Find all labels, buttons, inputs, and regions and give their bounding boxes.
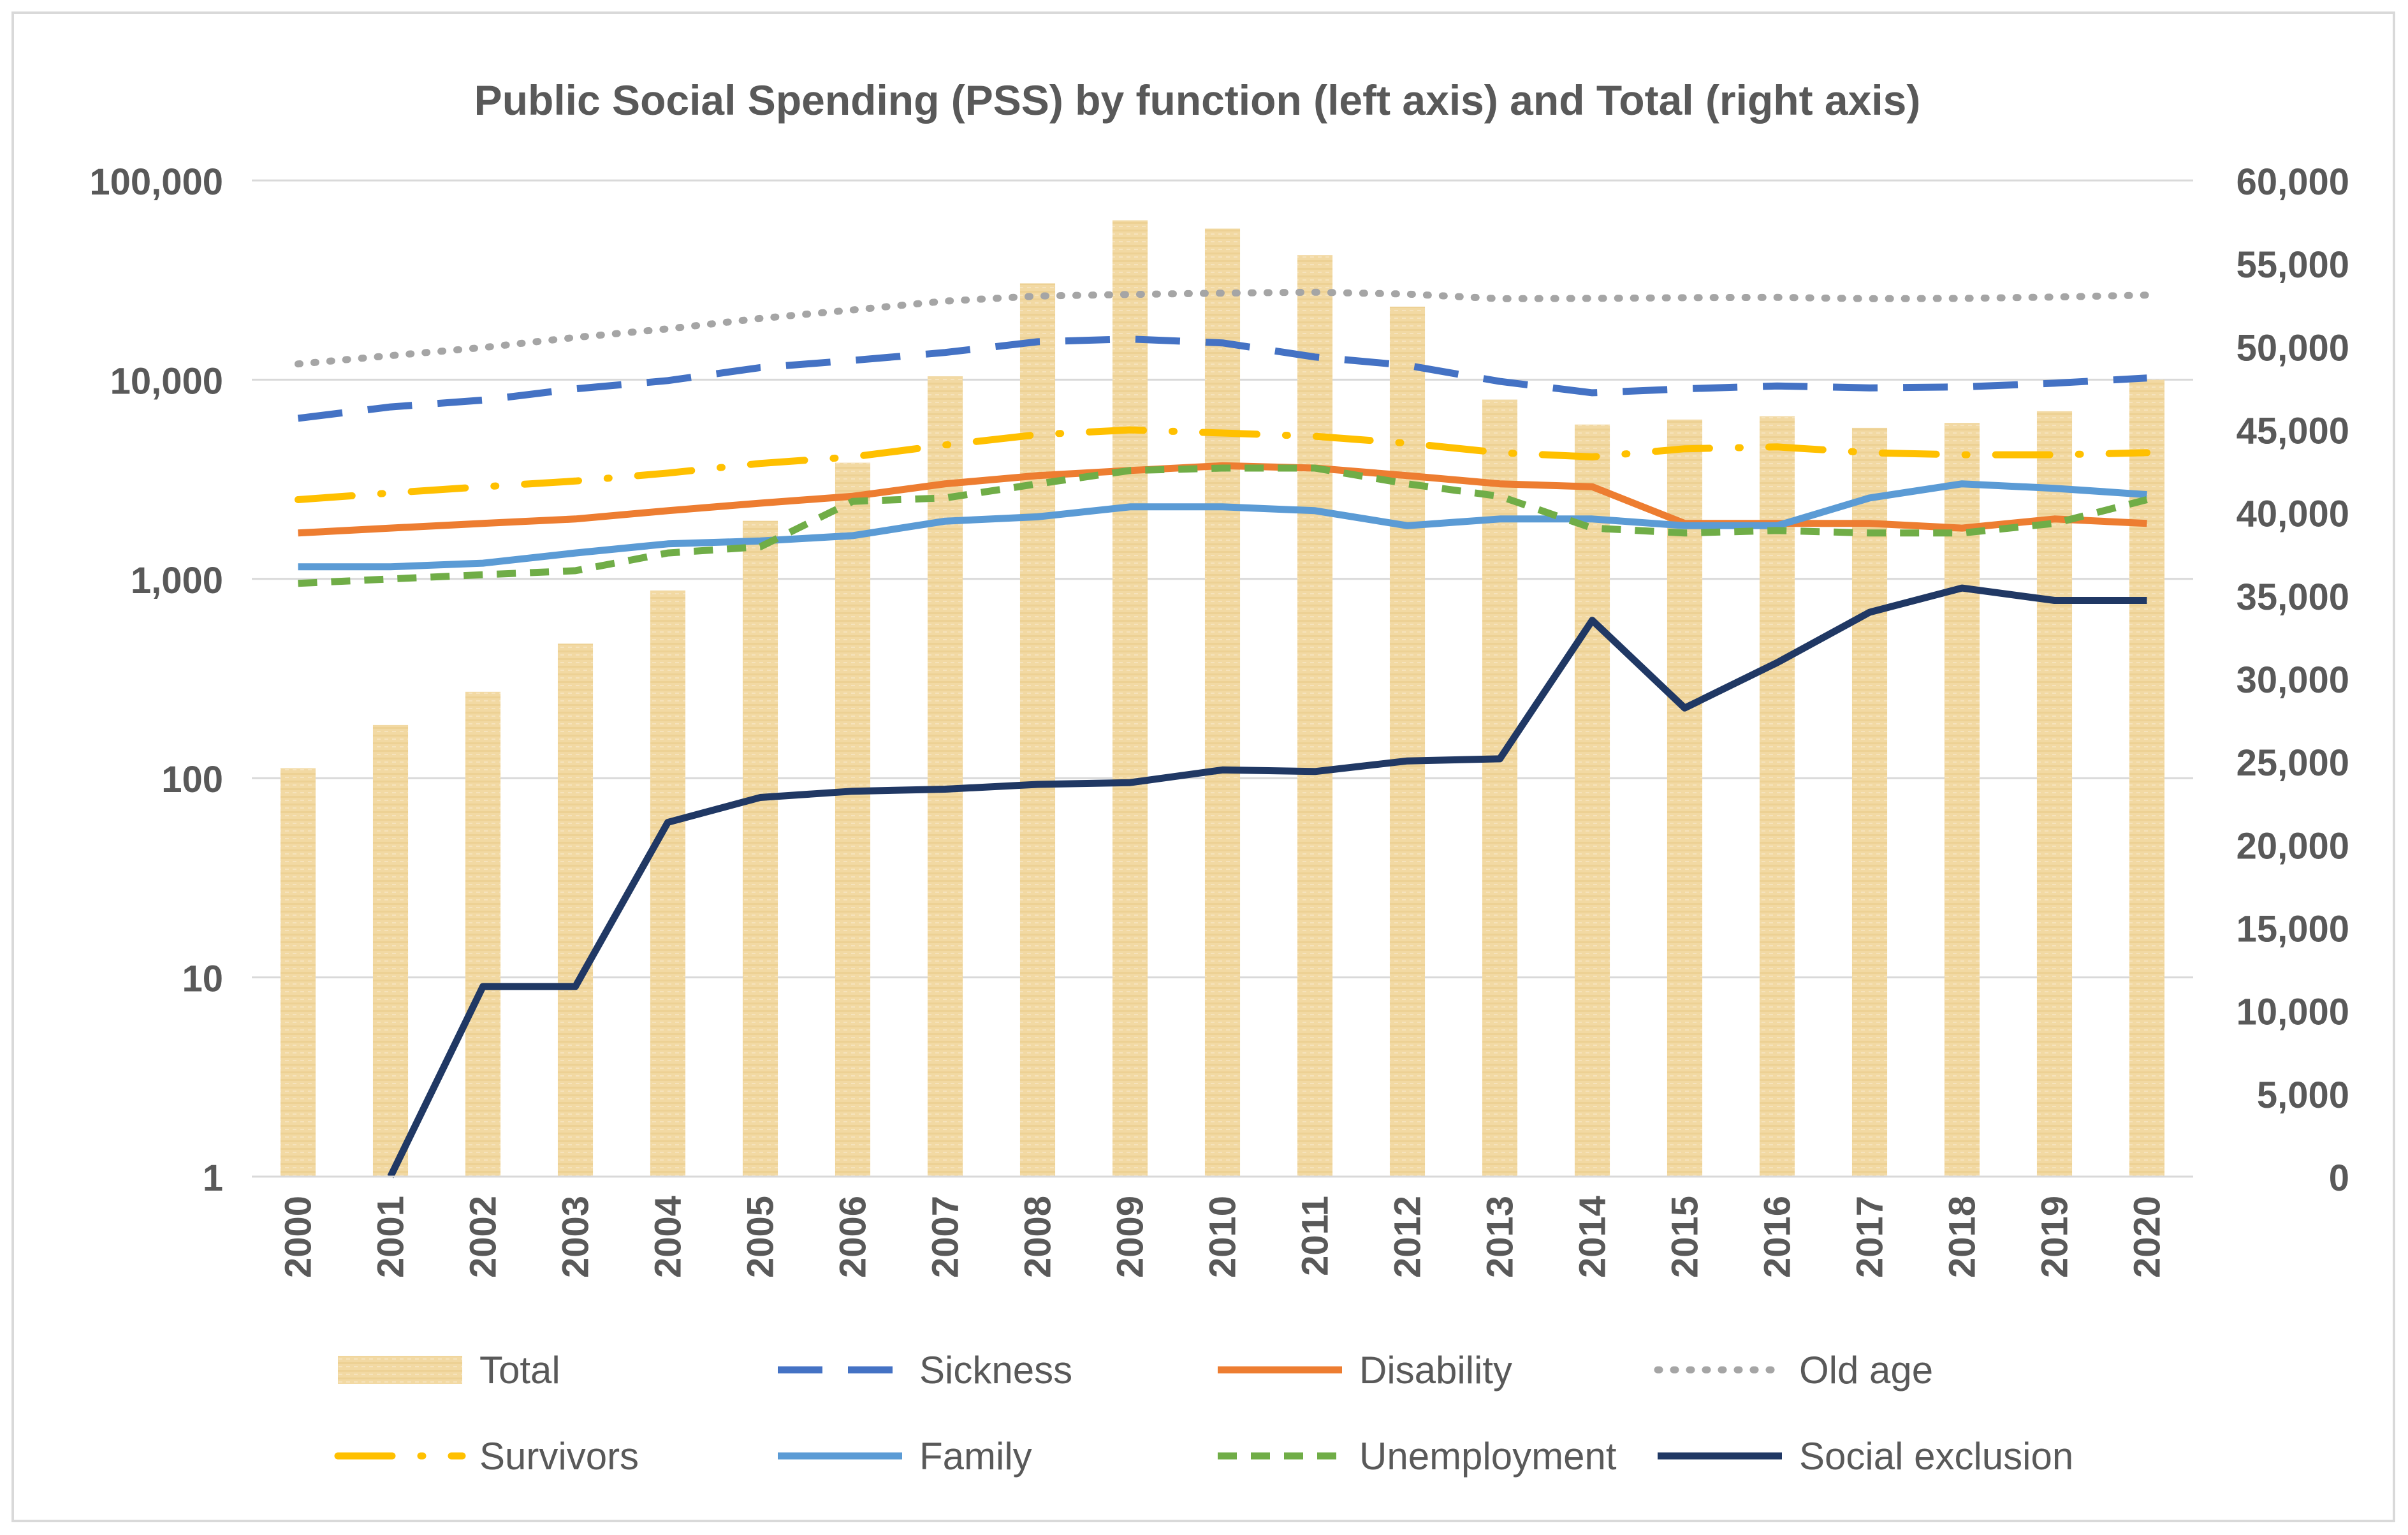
x-tick-label: 2005 [740, 1196, 782, 1278]
right-tick-label: 60,000 [2237, 161, 2349, 203]
right-tick-label: 45,000 [2237, 411, 2349, 452]
legend-swatch-total [338, 1356, 462, 1384]
bars-total [280, 220, 2165, 1177]
right-tick-label: 55,000 [2237, 244, 2349, 286]
legend-label-survivors: Survivors [479, 1435, 639, 1478]
x-tick-label: 2018 [1942, 1196, 1983, 1278]
x-tick-label: 2020 [2127, 1196, 2168, 1278]
x-tick-label: 2012 [1387, 1196, 1429, 1278]
bar-total [927, 376, 963, 1177]
bar-total [280, 768, 316, 1177]
legend-label-disability: Disability [1359, 1349, 1512, 1392]
left-tick-label: 10 [182, 958, 223, 1000]
left-tick-label: 1,000 [131, 560, 223, 601]
bar-total [2036, 411, 2073, 1177]
line-family [298, 480, 2147, 571]
bar-total [835, 462, 871, 1177]
line-sickness [297, 335, 2147, 422]
x-tick-label: 2003 [555, 1196, 597, 1278]
left-tick-label: 1 [203, 1157, 223, 1199]
legend: Total Sickness Disability Old age Survivors F… [334, 1349, 2073, 1478]
x-tick-label: 2013 [1480, 1196, 1521, 1278]
x-tick-label: 2017 [1850, 1196, 1891, 1278]
x-tick-label: 2006 [833, 1196, 874, 1278]
x-tick-label: 2010 [1202, 1196, 1244, 1278]
legend-label-old-age: Old age [1799, 1349, 1933, 1392]
bar-total [650, 591, 686, 1177]
bar-total [1112, 220, 1148, 1177]
right-tick-label: 30,000 [2237, 659, 2349, 701]
line-unemployment [298, 464, 2148, 587]
bar-total [1574, 424, 1610, 1177]
bar-total [2129, 379, 2165, 1177]
right-tick-label: 10,000 [2237, 992, 2349, 1033]
x-tick-label: 2000 [278, 1196, 319, 1278]
x-tick-label: 2011 [1295, 1196, 1336, 1276]
bar-total [1204, 228, 1241, 1177]
line-old-age [295, 288, 2150, 368]
chart-frame [11, 11, 2395, 1522]
right-tick-label: 25,000 [2237, 742, 2349, 784]
x-tick-label: 2015 [1665, 1196, 1706, 1278]
bar-total [372, 724, 409, 1177]
line-survivors [295, 426, 2150, 503]
right-tick-label: 5,000 [2257, 1075, 2349, 1116]
right-tick-label: 20,000 [2237, 825, 2349, 867]
axes: 1 10 100 1,000 10,000 100,000 0 5,000 10,000 15,0… [89, 161, 2349, 1278]
left-tick-label: 10,000 [110, 360, 223, 402]
bar-total [1297, 255, 1333, 1177]
chart-title: Public Social Spending (PSS) by function… [474, 77, 1921, 124]
x-tick-label: 2014 [1572, 1196, 1614, 1278]
x-tick-label: 2008 [1018, 1196, 1059, 1278]
bar-total [1759, 416, 1795, 1177]
bar-total [465, 691, 501, 1177]
x-tick-label: 2002 [463, 1196, 504, 1278]
left-tick-label: 100,000 [89, 161, 223, 203]
right-tick-label: 35,000 [2237, 577, 2349, 618]
legend-label-family: Family [919, 1435, 1032, 1478]
bar-total [1019, 283, 1056, 1177]
right-tick-label: 15,000 [2237, 909, 2349, 950]
line-social-exclusion [387, 584, 2147, 1179]
right-tick-label: 40,000 [2237, 494, 2349, 535]
x-tick-label: 2019 [2034, 1196, 2076, 1278]
bar-total [1851, 427, 1888, 1177]
bar-total [1482, 399, 1518, 1177]
bar-total [742, 520, 778, 1177]
x-tick-label: 2001 [370, 1196, 412, 1278]
bar-total [557, 643, 594, 1177]
bar-total [1667, 419, 1703, 1177]
legend-label-social-exclusion: Social exclusion [1799, 1435, 2073, 1478]
legend-label-sickness: Sickness [919, 1349, 1072, 1392]
x-tick-label: 2009 [1110, 1196, 1151, 1278]
left-tick-label: 100 [161, 759, 223, 800]
bar-total [1389, 306, 1426, 1177]
right-tick-label: 0 [2329, 1157, 2349, 1199]
legend-label-total: Total [479, 1349, 560, 1392]
x-tick-label: 2007 [925, 1196, 967, 1278]
right-tick-label: 50,000 [2237, 327, 2349, 369]
x-tick-label: 2004 [648, 1196, 689, 1278]
bar-total [1944, 423, 1980, 1177]
legend-label-unemployment: Unemployment [1359, 1435, 1617, 1478]
series-lines [295, 288, 2150, 1179]
x-tick-label: 2016 [1757, 1196, 1799, 1278]
